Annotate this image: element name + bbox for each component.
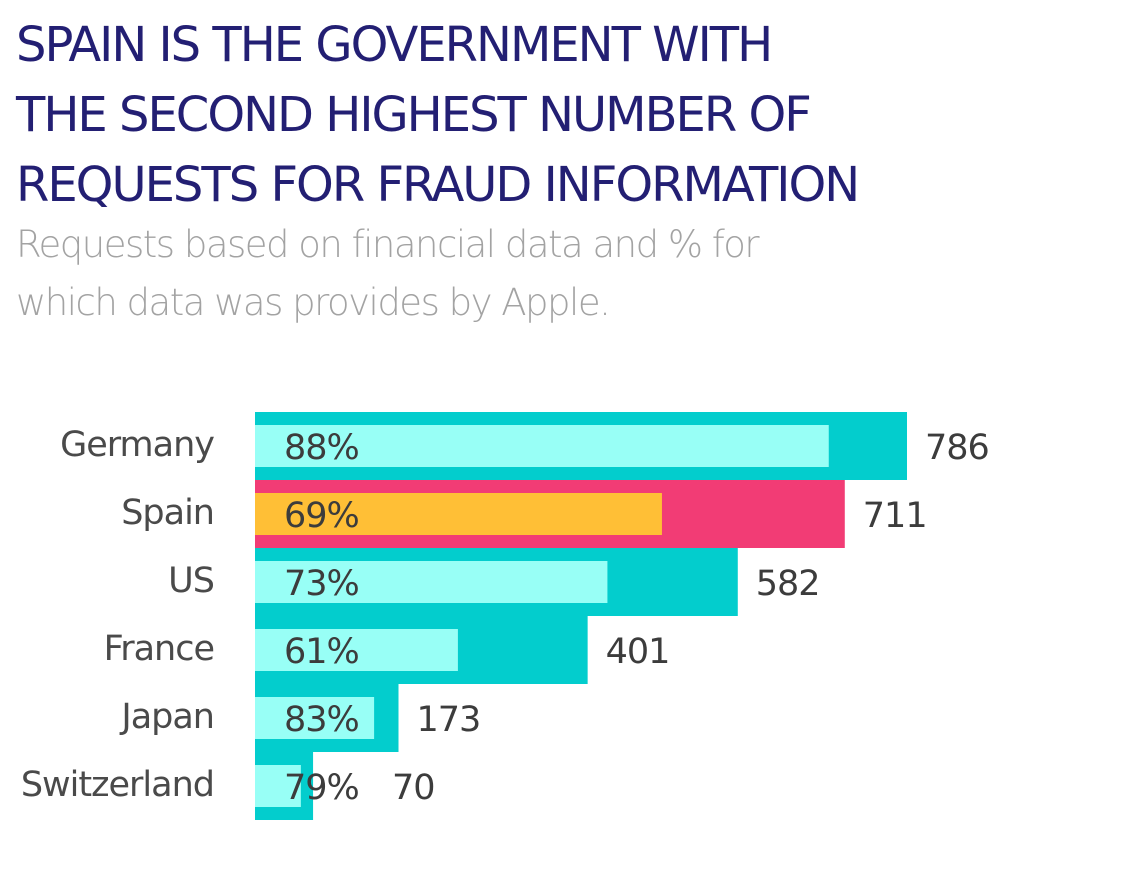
total-label-switzerland: 70 [392,768,435,808]
bar-percent-japan [255,697,375,739]
category-label-spain: Spain [121,493,214,533]
total-label-germany: 786 [925,428,989,468]
bar-group-switzerland: Switzerland 79% 70 [21,752,436,820]
bar-group-germany: Germany 88% 786 [60,412,990,480]
bar-percent-germany [255,425,829,467]
chart-subtitle-line-1: Requests based on financial data and % f… [16,223,760,266]
percent-label-spain: 69% [284,496,359,536]
bar-group-us: US 73% 582 [168,548,821,616]
bar-percent-switzerland [255,765,301,807]
percent-label-germany: 88% [284,428,359,468]
category-label-switzerland: Switzerland [21,765,214,805]
total-label-spain: 711 [863,496,927,536]
percent-label-japan: 83% [284,700,359,740]
total-label-japan: 173 [417,700,481,740]
chart-title: SPAIN IS THE GOVERNMENT WITH THE SECOND … [16,10,1016,220]
bar-group-spain: Spain 69% 711 [121,480,928,548]
chart-subtitle: Requests based on financial data and % f… [16,216,1016,332]
category-label-france: France [104,629,214,669]
chart-subtitle-line-2: which data was provides by Apple. [16,281,611,324]
category-label-japan: Japan [119,697,214,737]
bar-percent-us [255,561,608,603]
bar-percent-france [255,629,458,671]
category-label-germany: Germany [60,425,214,465]
bar-group-japan: Japan 83% 173 [119,684,481,752]
total-label-france: 401 [606,632,670,672]
chart-title-line-1: SPAIN IS THE GOVERNMENT WITH [16,17,773,73]
percent-label-france: 61% [284,632,359,672]
bar-group-france: France 61% 401 [104,616,670,684]
chart-title-line-2: THE SECOND HIGHEST NUMBER OF [16,87,812,143]
bar-percent-spain [255,493,662,535]
category-label-us: US [168,561,214,601]
chart-title-line-3: REQUESTS FOR FRAUD INFORMATION [16,157,860,213]
total-label-us: 582 [756,564,820,604]
percent-label-us: 73% [284,564,359,604]
percent-label-switzerland: 79% [284,768,359,808]
